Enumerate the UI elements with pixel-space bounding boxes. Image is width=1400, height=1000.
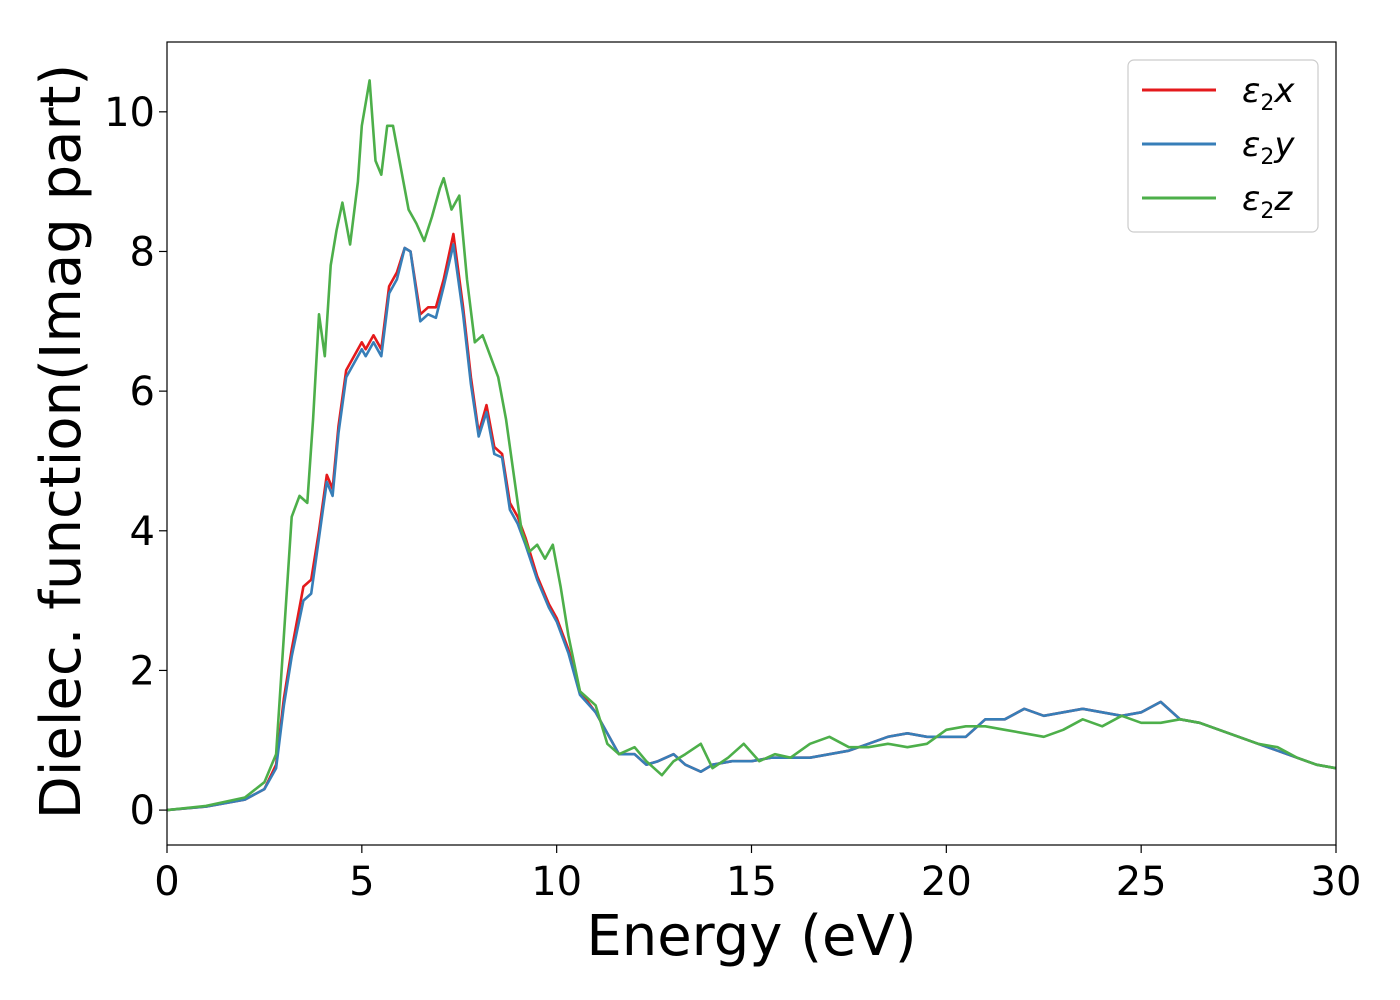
- legend: ε2x ε2y ε2z: [1127, 59, 1319, 233]
- series-layer: [167, 79, 1336, 812]
- x-tick-label: 5: [349, 859, 374, 905]
- y-tick-label: 4: [130, 509, 155, 555]
- legend-label-z: ε2z: [1242, 179, 1293, 224]
- x-tick-label: 10: [531, 859, 582, 905]
- y-tick-label: 6: [130, 369, 155, 415]
- y-tick-label: 2: [130, 648, 155, 694]
- tick-layer: 0 5 10 15 20 25 30 0 2 4 6 8 10: [104, 90, 1361, 905]
- legend-box: [1127, 59, 1319, 233]
- legend-label-y: ε2y: [1242, 125, 1295, 170]
- series-line-y: [167, 243, 1336, 812]
- x-tick-label: 0: [154, 859, 179, 905]
- series-line-z: [167, 79, 1336, 812]
- y-tick-label: 10: [104, 90, 155, 136]
- x-tick-label: 30: [1311, 859, 1362, 905]
- x-axis-label: Energy (eV): [586, 904, 916, 969]
- y-tick-label: 8: [130, 229, 155, 275]
- legend-label-x: ε2x: [1242, 71, 1295, 116]
- y-axis-label: Dielec. function(Imag part): [29, 64, 94, 820]
- x-tick-label: 20: [921, 859, 972, 905]
- plot-frame: [166, 41, 1337, 846]
- x-tick-label: 25: [1116, 859, 1167, 905]
- x-tick-label: 15: [726, 859, 777, 905]
- y-tick-label: 0: [130, 788, 155, 834]
